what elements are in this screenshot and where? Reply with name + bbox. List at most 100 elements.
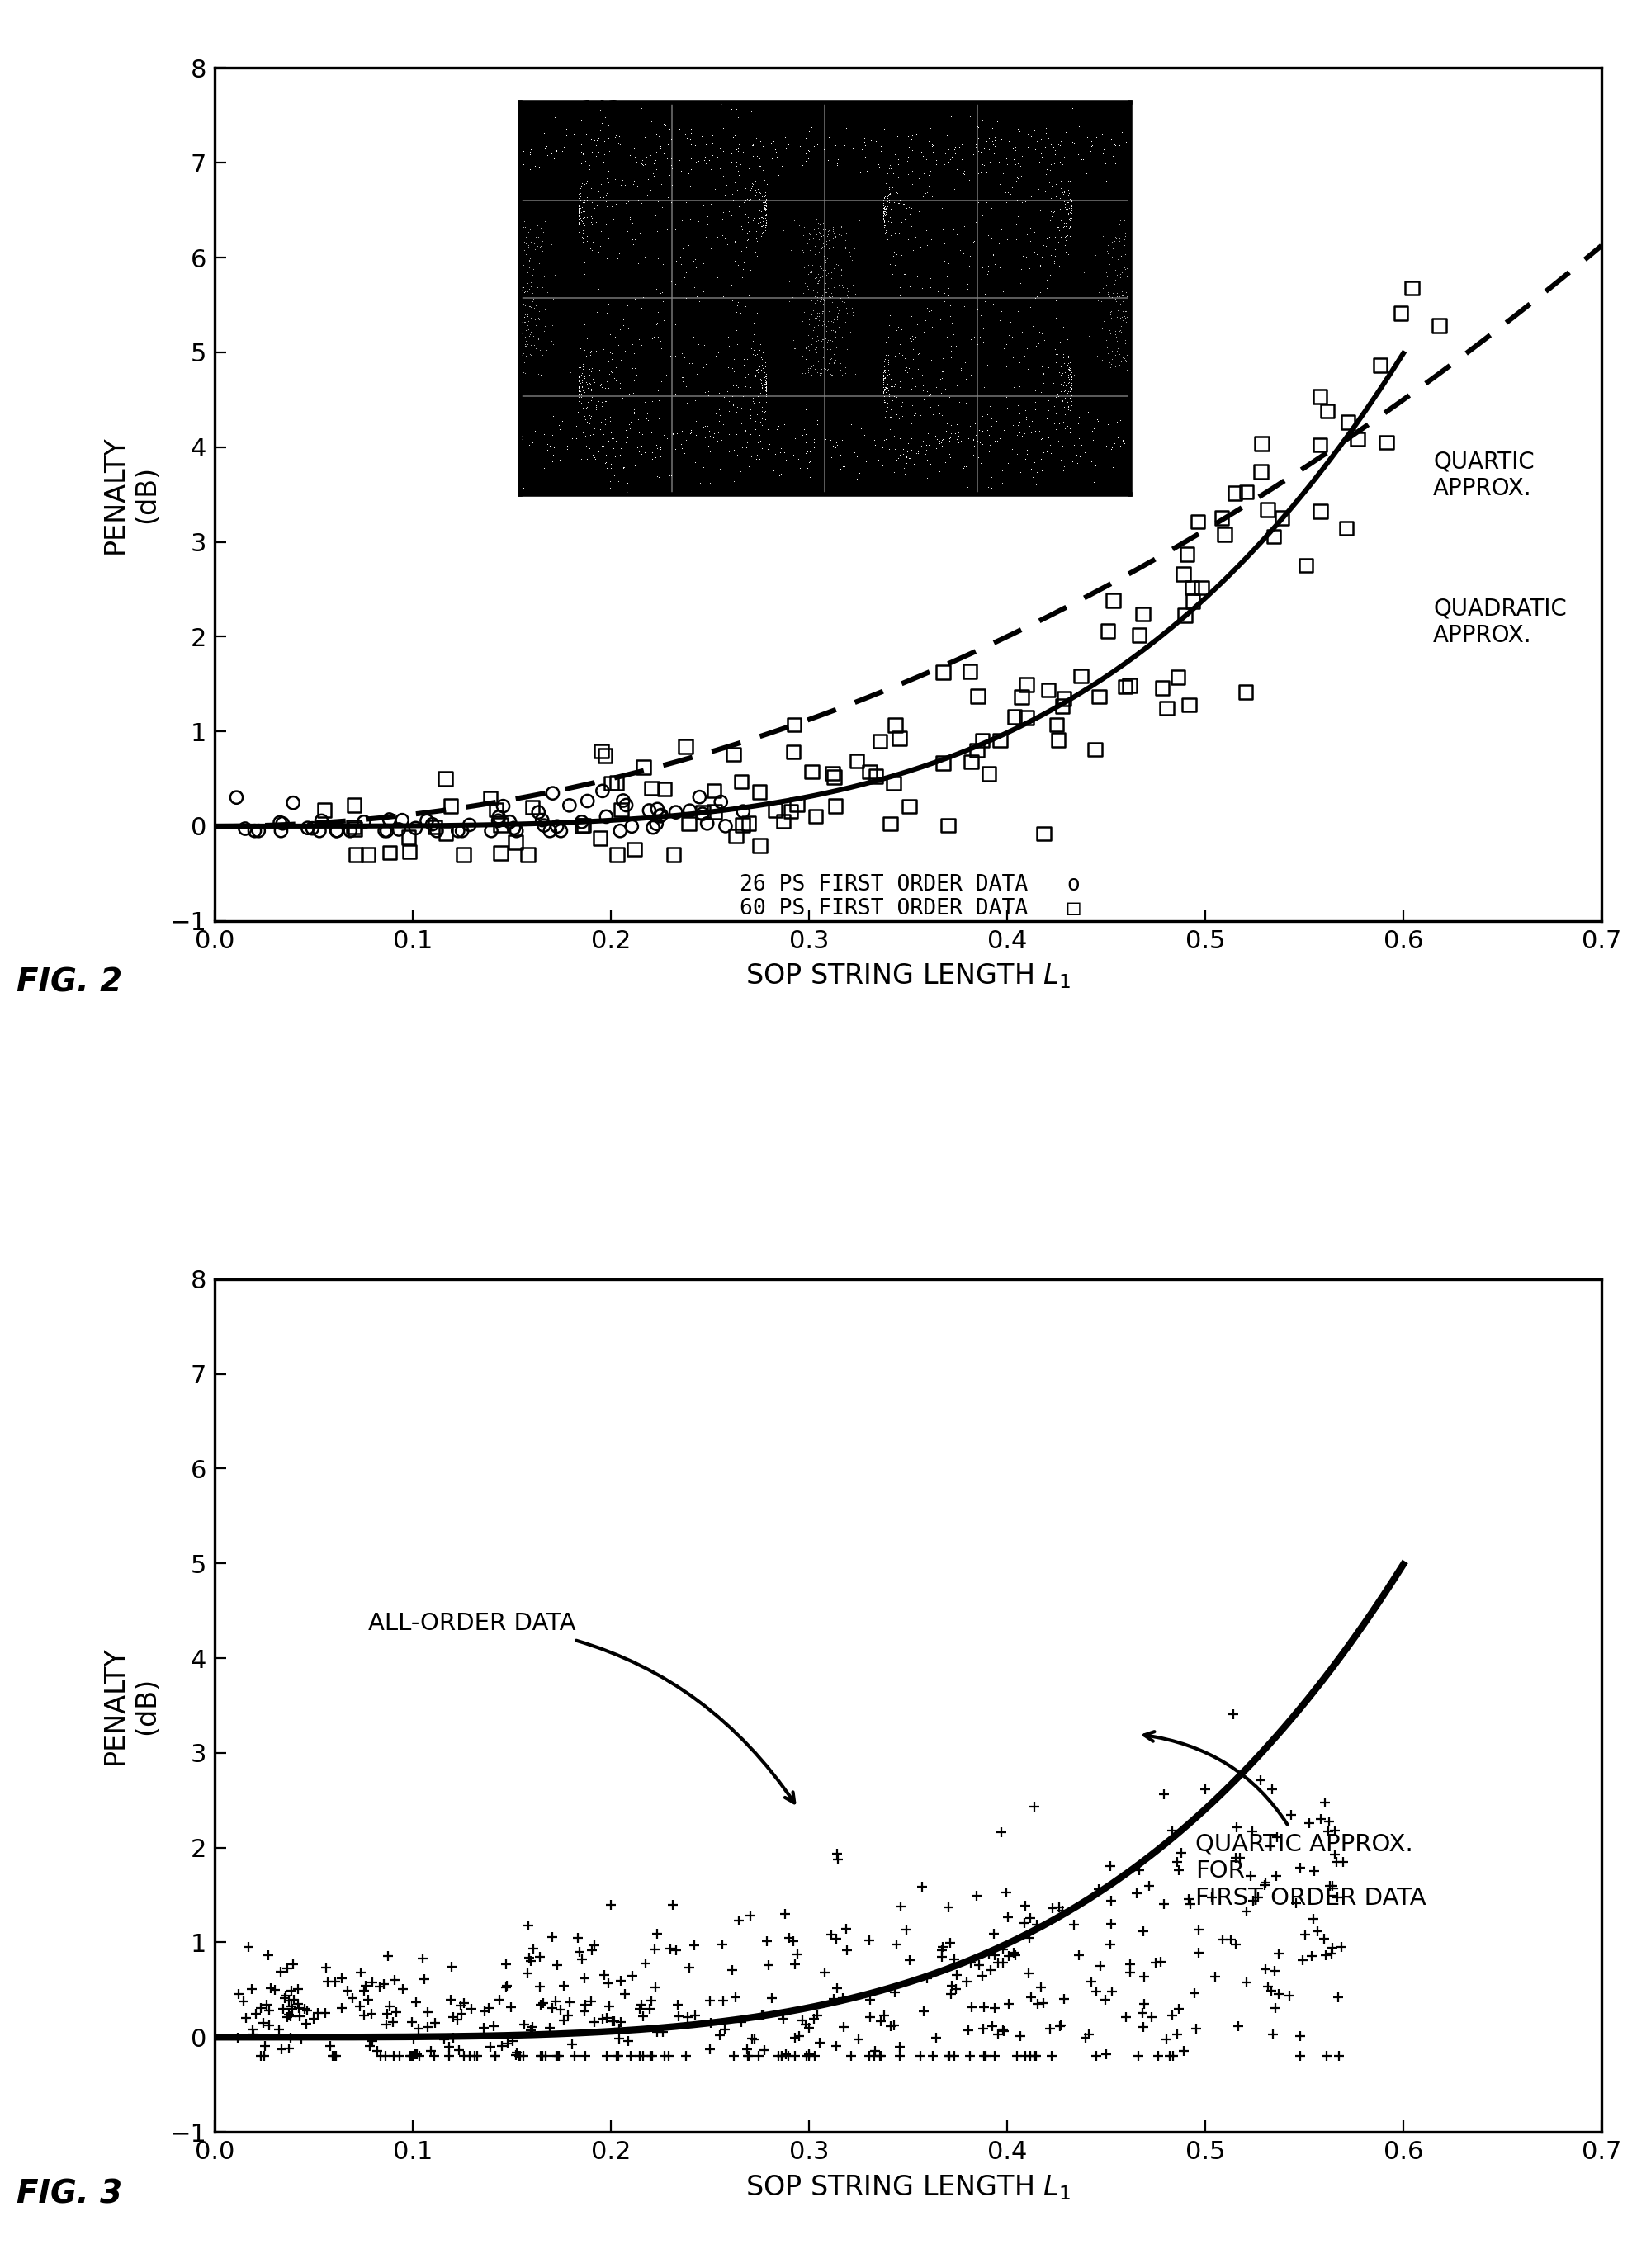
Point	[411, 1960, 438, 1996]
Point	[1313, 1785, 1339, 1821]
Point	[371, 812, 398, 848]
Point	[720, 737, 746, 773]
Point	[1225, 2007, 1251, 2043]
Point	[606, 2039, 632, 2075]
Point	[662, 1932, 688, 1969]
Point	[789, 2003, 816, 2039]
Point	[596, 1964, 622, 2000]
Point	[811, 1955, 837, 1991]
Point	[390, 803, 416, 839]
Point	[274, 1950, 300, 1987]
Point	[1024, 1907, 1050, 1944]
Point	[996, 1939, 1022, 1975]
Point	[329, 1989, 355, 2025]
Point	[581, 2005, 608, 2041]
Point	[1233, 1894, 1260, 1930]
Point	[887, 2039, 913, 2075]
Point	[1152, 2021, 1179, 2057]
Point	[507, 2039, 533, 2075]
Point	[746, 773, 773, 810]
Point	[1009, 678, 1035, 714]
Point	[604, 2039, 631, 2075]
Point	[289, 2021, 315, 2057]
Point	[502, 2037, 528, 2073]
Point	[1098, 1973, 1124, 2009]
Point	[1166, 1853, 1192, 1889]
Point	[1185, 1935, 1212, 1971]
Point	[480, 2007, 507, 2043]
Point	[1251, 1867, 1278, 1903]
Point	[1258, 1771, 1284, 1808]
Point	[1116, 1955, 1142, 1991]
Point	[1176, 687, 1202, 723]
Point	[494, 1966, 520, 2003]
Point	[1030, 816, 1057, 853]
Text: QUARTIC APPROX.
FOR
FIRST ORDER DATA: QUARTIC APPROX. FOR FIRST ORDER DATA	[1144, 1733, 1426, 1910]
Point	[555, 1998, 581, 2034]
Point	[1065, 1937, 1091, 1973]
Point	[746, 828, 773, 864]
Point	[675, 1950, 702, 1987]
Point	[796, 2039, 822, 2075]
Point	[504, 812, 530, 848]
Point	[1124, 1876, 1151, 1912]
Point	[320, 2039, 347, 2075]
Point	[784, 1937, 811, 1973]
Point	[796, 2009, 822, 2046]
Point	[271, 1991, 297, 2028]
Point	[1001, 1935, 1027, 1971]
Point	[611, 1975, 637, 2012]
Point	[1098, 1882, 1124, 1919]
Point	[1182, 2009, 1209, 2046]
Point	[1270, 499, 1296, 535]
Point	[1227, 1839, 1253, 1876]
Point	[938, 1975, 964, 2012]
Point	[324, 812, 350, 848]
Point	[672, 728, 698, 764]
Point	[444, 812, 471, 848]
Point	[1139, 1998, 1166, 2034]
Point	[733, 2032, 759, 2068]
Point	[571, 1960, 598, 1996]
Point	[657, 1930, 684, 1966]
Text: FIG. 3: FIG. 3	[17, 2177, 122, 2209]
Point	[751, 2032, 778, 2068]
Point	[1100, 583, 1126, 619]
Point	[660, 837, 687, 873]
Point	[862, 2032, 888, 2068]
Point	[1199, 1880, 1225, 1916]
Point	[806, 2025, 832, 2062]
Point	[642, 1969, 669, 2005]
Point	[589, 2000, 616, 2037]
Point	[239, 2012, 266, 2048]
Point	[1299, 1939, 1326, 1975]
Text: 60 PS FIRST ORDER DATA   □: 60 PS FIRST ORDER DATA □	[740, 898, 1080, 919]
Point	[497, 803, 523, 839]
Point	[920, 2039, 946, 2075]
Point	[1154, 689, 1180, 726]
Point	[575, 782, 601, 819]
Point	[913, 1960, 939, 1996]
Point	[781, 1946, 807, 1982]
Point	[1047, 2007, 1073, 2043]
Point	[1147, 1944, 1174, 1980]
Point	[867, 2039, 893, 2075]
Point	[269, 2032, 296, 2068]
Text: FIG. 2: FIG. 2	[17, 966, 122, 998]
Point	[322, 2039, 348, 2075]
Point	[693, 805, 720, 841]
Point	[317, 2028, 343, 2064]
Point	[409, 1939, 436, 1975]
Point	[963, 1878, 989, 1914]
Point	[281, 785, 307, 821]
Point	[1217, 1921, 1243, 1957]
Point	[1233, 674, 1260, 710]
Point	[936, 2039, 963, 2075]
Point	[1025, 1984, 1052, 2021]
Point	[570, 807, 596, 844]
Point	[357, 2028, 383, 2064]
Point	[930, 1928, 956, 1964]
Point	[649, 2014, 675, 2050]
Point	[591, 737, 617, 773]
Point	[771, 803, 797, 839]
